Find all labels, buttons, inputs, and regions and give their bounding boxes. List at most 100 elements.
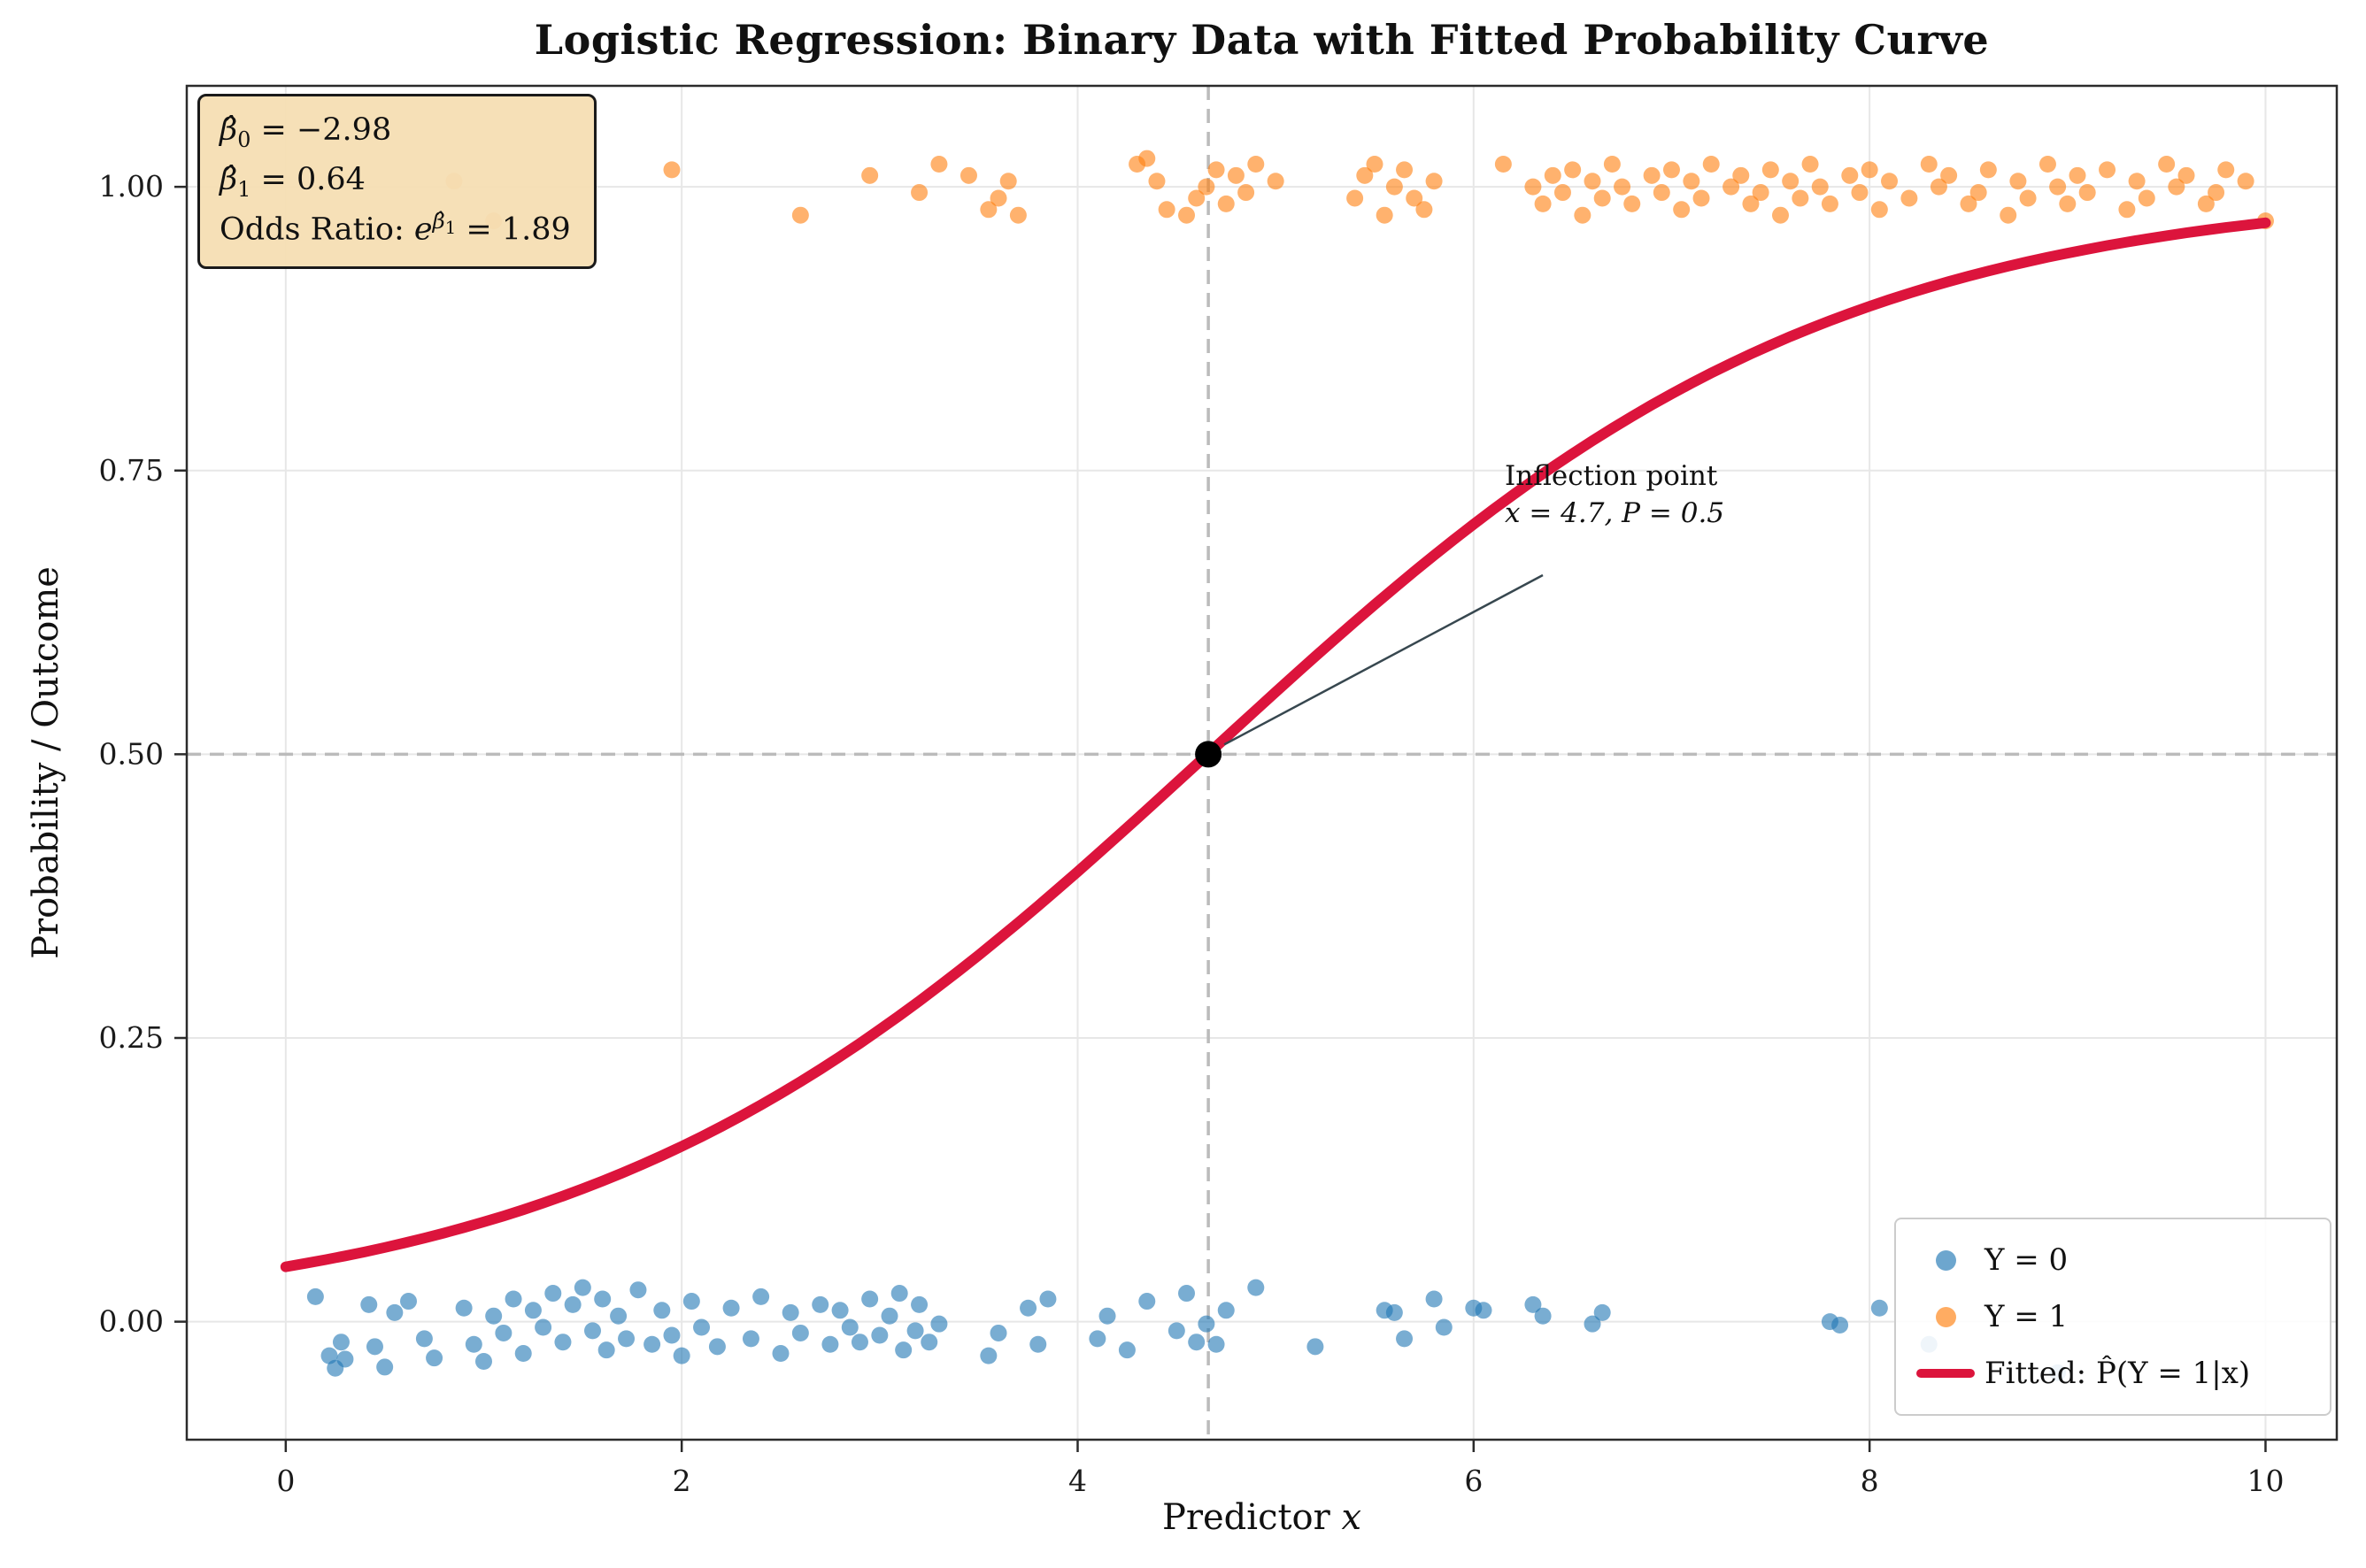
scatter-point-y0 <box>871 1326 889 1344</box>
scatter-point-y1 <box>663 161 681 179</box>
scatter-point-y0 <box>1089 1330 1106 1348</box>
scatter-point-y0 <box>629 1281 647 1299</box>
scatter-point-y0 <box>990 1324 1007 1341</box>
scatter-point-y0 <box>1168 1322 1185 1340</box>
scatter-point-y1 <box>1366 155 1383 173</box>
scatter-point-y1 <box>2197 195 2215 212</box>
scatter-point-y0 <box>574 1279 591 1296</box>
scatter-point-y0 <box>597 1341 615 1359</box>
scatter-point-y0 <box>1396 1330 1414 1348</box>
scatter-point-y0 <box>426 1349 443 1367</box>
scatter-point-y1 <box>861 166 879 184</box>
scatter-point-y0 <box>895 1341 913 1359</box>
scatter-point-y1 <box>1593 189 1611 207</box>
scatter-point-y0 <box>742 1330 759 1348</box>
inflection-annotation: Inflection point x = 4.7, P = 0.5 <box>1505 458 1724 533</box>
scatter-point-y1 <box>1603 155 1621 173</box>
scatter-point-y1 <box>990 189 1007 207</box>
x-tick-label: 2 <box>673 1464 691 1498</box>
scatter-point-y0 <box>564 1295 582 1313</box>
scatter-point-y1 <box>1207 161 1225 179</box>
scatter-point-y1 <box>1138 150 1156 167</box>
scatter-point-y1 <box>1930 178 1947 196</box>
scatter-point-y1 <box>1673 201 1691 219</box>
scatter-point-y1 <box>1782 173 1800 190</box>
scatter-point-y0 <box>1198 1315 1215 1333</box>
scatter-point-y0 <box>772 1345 790 1363</box>
scatter-point-y1 <box>1415 201 1433 219</box>
scatter-point-y0 <box>1247 1279 1265 1296</box>
scatter-point-y0 <box>881 1307 898 1325</box>
scatter-point-y1 <box>1692 189 1710 207</box>
scatter-point-y1 <box>2208 184 2225 202</box>
scatter-point-y1 <box>1406 189 1423 207</box>
scatter-point-y0 <box>1178 1285 1196 1303</box>
scatter-point-y1 <box>1772 206 1790 224</box>
scatter-point-y0 <box>831 1302 849 1319</box>
scatter-point-y1 <box>1683 173 1700 190</box>
scatter-point-y1 <box>1960 195 1977 212</box>
y-tick-label: 0.50 <box>99 736 164 771</box>
scatter-point-y1 <box>2049 178 2067 196</box>
scatter-point-y1 <box>1761 161 1779 179</box>
axes-frame <box>185 84 2339 1441</box>
scatter-point-y1 <box>1702 155 1720 173</box>
scatter-point-y1 <box>1356 166 1374 184</box>
scatter-point-y1 <box>2217 161 2235 179</box>
scatter-point-y0 <box>663 1326 681 1344</box>
x-axis-label: Predictor x <box>187 1497 2337 1538</box>
legend-label-fitted: Fitted: P̂(Y = 1|x) <box>1985 1356 2251 1391</box>
scatter-point-y0 <box>584 1322 602 1340</box>
scatter-point-y1 <box>1653 184 1670 202</box>
scatter-point-y0 <box>1870 1299 1888 1317</box>
scatter-point-y0 <box>1534 1307 1552 1325</box>
scatter-point-y0 <box>1118 1341 1136 1359</box>
scatter-point-y1 <box>2158 155 2176 173</box>
scatter-point-y1 <box>1861 161 1878 179</box>
scatter-point-y0 <box>1385 1303 1403 1321</box>
scatter-point-y0 <box>610 1307 628 1325</box>
x-tick-label: 6 <box>1464 1464 1483 1498</box>
y-tick-label: 1.00 <box>99 169 164 204</box>
y-axis-label: Probability / Outcome <box>26 566 66 959</box>
scatter-point-y0 <box>386 1303 404 1321</box>
scatter-point-y0 <box>554 1334 572 1351</box>
scatter-point-y0 <box>400 1293 418 1311</box>
scatter-point-y1 <box>980 201 998 219</box>
x-axis-label-text: Predictor <box>1161 1497 1342 1538</box>
scatter-point-y1 <box>2177 166 2195 184</box>
scatter-point-y1 <box>911 184 929 202</box>
legend-item-fitted: Fitted: P̂(Y = 1|x) <box>1907 1345 2319 1402</box>
scatter-point-y1 <box>791 206 809 224</box>
inflection-annotation-line1: Inflection point <box>1505 460 1718 492</box>
scatter-point-y0 <box>890 1285 908 1303</box>
scatter-point-y1 <box>1494 155 1512 173</box>
scatter-point-y0 <box>861 1290 879 1308</box>
chart-title: Logistic Regression: Binary Data with Fi… <box>534 16 1990 64</box>
scatter-point-y0 <box>332 1334 350 1351</box>
legend-marker-fitted-line <box>1916 1369 1975 1378</box>
scatter-point-y0 <box>921 1334 938 1351</box>
x-axis-label-variable: x <box>1341 1497 1362 1538</box>
scatter-point-y0 <box>841 1318 859 1336</box>
scatter-point-y1 <box>1227 166 1245 184</box>
stats-line-beta1: β̂1 = 0.64 <box>220 161 366 202</box>
scatter-point-y1 <box>1811 178 1829 196</box>
inflection-annotation-line2: x = 4.7, P = 0.5 <box>1505 496 1725 529</box>
scatter-point-y0 <box>693 1318 711 1336</box>
scatter-point-y0 <box>791 1324 809 1341</box>
scatter-point-y0 <box>1020 1299 1037 1317</box>
scatter-point-y0 <box>644 1335 661 1353</box>
scatter-point-y1 <box>1821 195 1838 212</box>
scatter-point-y1 <box>2009 173 2027 190</box>
scatter-point-y1 <box>2099 161 2116 179</box>
scatter-point-y0 <box>618 1330 636 1348</box>
scatter-point-y0 <box>544 1285 562 1303</box>
scatter-point-y0 <box>376 1358 394 1376</box>
y-tick-label: 0.75 <box>99 453 164 488</box>
scatter-point-y1 <box>1544 166 1561 184</box>
scatter-point-y1 <box>1524 178 1542 196</box>
scatter-point-y0 <box>722 1299 740 1317</box>
scatter-point-y1 <box>1346 189 1364 207</box>
scatter-point-y1 <box>1376 206 1393 224</box>
